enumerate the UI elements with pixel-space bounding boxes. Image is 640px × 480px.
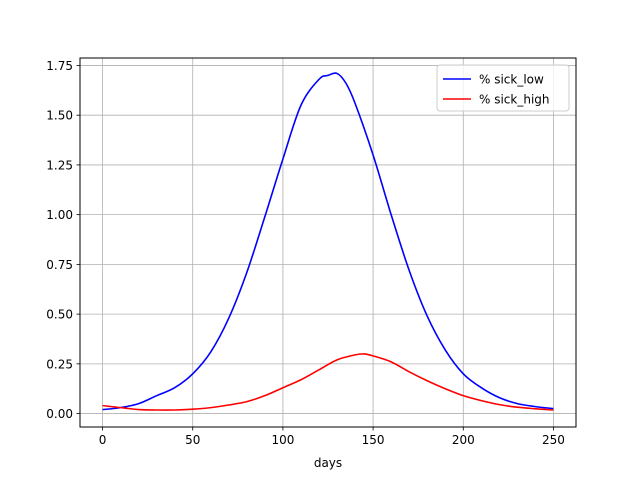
grid [80,58,576,427]
series-line-sick-low [102,72,554,411]
x-tick-label: 0 [99,433,107,447]
y-tick-label: 1.00 [46,208,73,222]
y-tick-label: 1.50 [46,109,73,123]
y-tick-label: 0.00 [46,407,73,421]
y-axis: 0.00 0.25 0.50 0.75 1.00 1.25 1.50 1.75 [46,59,80,421]
x-tick-label: 250 [542,433,565,447]
series-line-sick-high [102,353,554,411]
series-layer [102,72,554,411]
y-tick-label: 0.25 [46,357,73,371]
y-tick-label: 1.25 [46,158,73,172]
x-tick-label: 100 [271,433,294,447]
y-tick-label: 1.75 [46,59,73,73]
legend-entry-label: % sick_high [479,93,550,107]
x-tick-label: 50 [185,433,200,447]
x-tick-label: 150 [362,433,385,447]
plot-frame [79,57,577,428]
x-tick-label: 200 [452,433,475,447]
legend-entry-label: % sick_low [479,73,544,87]
legend: % sick_low % sick_high [436,64,570,112]
x-axis: 0 50 100 150 200 250 [99,427,565,447]
y-tick-label: 0.50 [46,308,73,322]
y-tick-label: 0.75 [46,258,73,272]
x-axis-label: days [314,456,342,470]
